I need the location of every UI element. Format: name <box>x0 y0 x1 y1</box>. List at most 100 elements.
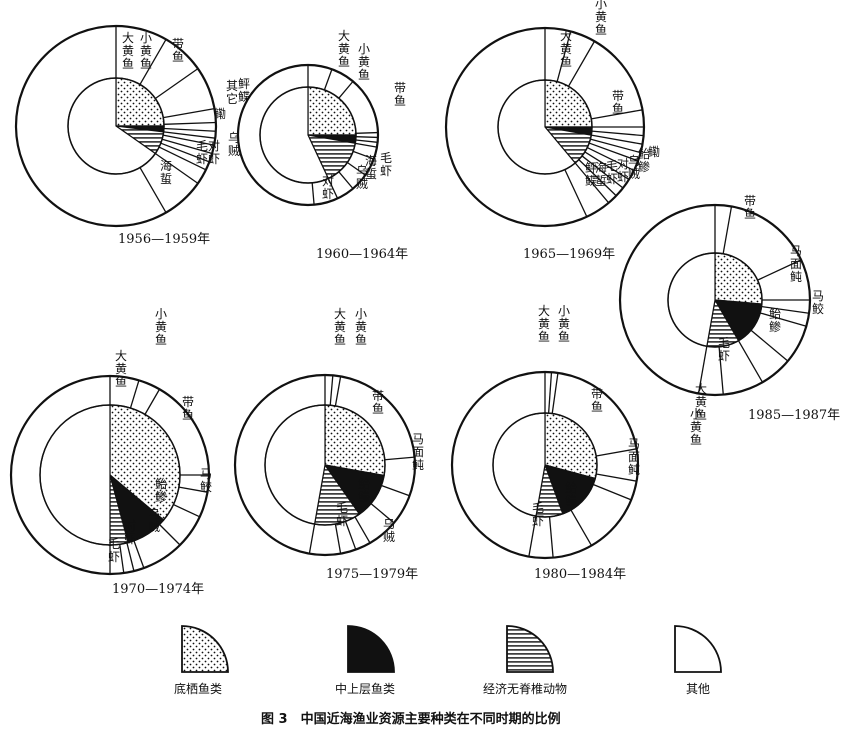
species-label: 对虾 <box>124 519 136 546</box>
ring-divider <box>596 473 637 482</box>
species-label: 鲐鲹 <box>155 476 167 504</box>
ring-divider <box>133 540 145 569</box>
ring-divider <box>355 142 378 148</box>
ring-divider <box>381 484 410 497</box>
species-label: 乌贼 <box>628 153 640 181</box>
ring-divider <box>163 131 216 139</box>
species-label: 带鱼 <box>744 194 756 221</box>
ring-divider <box>139 39 167 85</box>
species-label: 海蜇 <box>595 160 607 188</box>
period-label: 1965—1969年 <box>523 247 615 262</box>
ring-divider <box>548 516 554 558</box>
legend-label-demersal: 底栖鱼类 <box>174 681 222 696</box>
ring-divider <box>344 521 357 550</box>
ring-divider <box>578 159 617 197</box>
species-label: 小黄鱼 <box>155 307 167 347</box>
ring-divider <box>592 483 632 501</box>
period-label: 1985—1987年 <box>748 408 840 423</box>
ring-divider <box>159 524 181 546</box>
ring-divider <box>154 68 199 100</box>
species-label: 毛虾 <box>196 139 208 166</box>
inner-ring <box>667 252 763 348</box>
ring-divider <box>570 509 593 546</box>
species-label: 毛虾 <box>380 151 392 178</box>
species-label: 马鲛 <box>200 467 212 494</box>
species-label: 毛虾 <box>718 336 730 363</box>
ring-divider <box>163 127 216 132</box>
species-label: 鲐鲹 <box>358 476 370 504</box>
ring-divider <box>139 167 167 213</box>
ring-divider <box>722 206 733 254</box>
period-label: 1970—1974年 <box>112 582 204 597</box>
ring-divider <box>338 80 354 99</box>
species-label: 小黄鱼 <box>595 0 607 37</box>
inner-ring <box>39 404 181 546</box>
species-label: 鳓 <box>214 107 226 121</box>
species-label: 大黄鱼 <box>538 304 550 344</box>
species-label: 鲐鲹 <box>769 306 781 334</box>
species-label: 鲐鲹 <box>565 480 577 508</box>
legend: 底栖鱼类 中上层鱼类 经济无脊椎动物 其他 <box>174 625 722 696</box>
ring-divider <box>737 340 764 383</box>
inner-ring <box>67 77 165 175</box>
ring-divider <box>567 40 596 87</box>
species-label: 海蜇 <box>365 153 377 181</box>
ring-divider <box>370 503 395 524</box>
ring-divider <box>564 169 588 217</box>
ring-divider <box>154 152 199 184</box>
species-label: 带鱼 <box>372 389 384 416</box>
species-label: 乌贼 <box>148 506 160 534</box>
species-label: 马面鲀 <box>790 244 802 284</box>
ring-divider <box>697 346 708 394</box>
ring-divider <box>556 31 572 82</box>
species-label: 小黄鱼 <box>140 31 152 71</box>
ring-divider <box>760 312 807 327</box>
ring-divider <box>163 107 215 119</box>
ring-divider <box>173 503 200 518</box>
ring-divider <box>355 131 378 134</box>
species-label: 毛虾 <box>108 537 120 564</box>
ring-divider <box>119 544 125 574</box>
ring-divider <box>308 523 316 554</box>
ring-divider <box>334 523 342 554</box>
ring-divider <box>757 259 802 281</box>
species-label: 乌贼 <box>356 163 368 191</box>
inner-ring <box>259 86 357 184</box>
legend-label-pelagic: 中上层鱼类 <box>335 681 395 696</box>
ring-divider <box>144 388 161 415</box>
ring-divider <box>352 150 375 160</box>
ring-divider <box>584 151 630 181</box>
species-label: 毛虾 <box>606 159 618 186</box>
legend-swatch-invertebrate <box>506 625 554 673</box>
species-label: 毛虾 <box>336 501 348 528</box>
ring-divider <box>528 516 537 557</box>
ring-divider <box>761 305 810 314</box>
species-label: 带鱼 <box>182 395 194 422</box>
ring-divider <box>384 456 415 461</box>
species-label: 带鱼 <box>394 81 406 108</box>
species-label: 大黄鱼 <box>695 382 707 422</box>
species-label: 大黄鱼 <box>560 29 572 69</box>
legend-label-invertebrate: 经济无脊椎动物 <box>483 681 567 696</box>
ring-divider <box>588 142 639 162</box>
ring-divider <box>160 142 210 163</box>
species-label: 带鱼 <box>591 387 603 414</box>
species-label: 毛虾 <box>532 501 544 528</box>
ring-divider <box>158 146 207 171</box>
ring-divider <box>126 542 135 572</box>
species-label: 带鱼 <box>612 89 624 116</box>
species-label: 海蜇 <box>160 158 172 186</box>
ring-divider <box>551 372 559 414</box>
species-label: 带鱼 <box>172 37 184 64</box>
legend-label-other: 其他 <box>686 682 710 696</box>
species-label: 小黄鱼 <box>690 407 702 447</box>
species-label: 大黄鱼 <box>122 31 134 71</box>
species-label: 马鲛 <box>812 289 824 316</box>
ring-divider <box>581 155 624 189</box>
